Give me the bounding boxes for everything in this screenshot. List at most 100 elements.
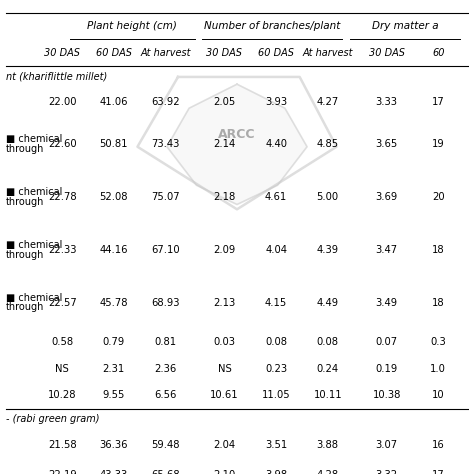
Text: 60 DAS: 60 DAS — [258, 47, 294, 58]
Text: ■ chemical: ■ chemical — [6, 134, 63, 144]
Text: 4.27: 4.27 — [317, 98, 339, 108]
Text: 0.23: 0.23 — [265, 364, 287, 374]
Text: At harvest: At harvest — [302, 47, 353, 58]
Text: 67.10: 67.10 — [151, 245, 180, 255]
Text: 17: 17 — [432, 98, 445, 108]
Text: 2.13: 2.13 — [213, 298, 236, 308]
Text: ■ chemical: ■ chemical — [6, 240, 63, 250]
Text: 22.19: 22.19 — [48, 470, 77, 474]
Text: 36.36: 36.36 — [100, 440, 128, 450]
Text: 22.00: 22.00 — [48, 98, 76, 108]
Text: 3.65: 3.65 — [375, 139, 398, 149]
Text: 6.56: 6.56 — [155, 391, 177, 401]
Text: 9.55: 9.55 — [103, 391, 125, 401]
Text: 3.33: 3.33 — [376, 98, 398, 108]
Text: 22.60: 22.60 — [48, 139, 77, 149]
Text: 3.32: 3.32 — [375, 470, 398, 474]
Text: 4.15: 4.15 — [265, 298, 287, 308]
Text: 2.10: 2.10 — [213, 470, 236, 474]
Text: 45.78: 45.78 — [100, 298, 128, 308]
Text: ■ chemical: ■ chemical — [6, 293, 63, 303]
Text: - (rabi green gram): - (rabi green gram) — [6, 414, 100, 424]
Text: 4.61: 4.61 — [265, 192, 287, 202]
Text: 0.08: 0.08 — [317, 337, 339, 347]
Text: At harvest: At harvest — [140, 47, 191, 58]
Text: 60 DAS: 60 DAS — [96, 47, 132, 58]
Text: nt (khariflittle millet): nt (khariflittle millet) — [6, 72, 108, 82]
Text: 2.05: 2.05 — [213, 98, 236, 108]
Text: 43.33: 43.33 — [100, 470, 128, 474]
Text: NS: NS — [55, 364, 69, 374]
Text: through: through — [6, 302, 45, 312]
Text: 22.78: 22.78 — [48, 192, 77, 202]
Text: 0.24: 0.24 — [317, 364, 339, 374]
Text: 41.06: 41.06 — [100, 98, 128, 108]
Text: 75.07: 75.07 — [151, 192, 180, 202]
Text: 3.98: 3.98 — [265, 470, 287, 474]
Text: ■ chemical: ■ chemical — [6, 187, 63, 197]
Text: 11.05: 11.05 — [262, 391, 291, 401]
Text: 44.16: 44.16 — [100, 245, 128, 255]
Text: 30 DAS: 30 DAS — [369, 47, 405, 58]
Text: 3.88: 3.88 — [317, 440, 339, 450]
Text: 2.18: 2.18 — [213, 192, 236, 202]
Text: 19: 19 — [432, 139, 445, 149]
Text: 63.92: 63.92 — [151, 98, 180, 108]
Text: 2.09: 2.09 — [213, 245, 236, 255]
Text: Plant height (cm): Plant height (cm) — [87, 21, 177, 31]
Text: 3.49: 3.49 — [375, 298, 398, 308]
Text: 10.38: 10.38 — [373, 391, 401, 401]
Text: 0.07: 0.07 — [375, 337, 398, 347]
Text: 59.48: 59.48 — [151, 440, 180, 450]
Text: 68.93: 68.93 — [151, 298, 180, 308]
Text: 2.31: 2.31 — [103, 364, 125, 374]
Text: 0.19: 0.19 — [375, 364, 398, 374]
Text: 73.43: 73.43 — [151, 139, 180, 149]
Polygon shape — [167, 84, 307, 204]
Text: 16: 16 — [432, 440, 445, 450]
Text: 0.58: 0.58 — [51, 337, 73, 347]
Text: 65.68: 65.68 — [151, 470, 180, 474]
Text: 0.79: 0.79 — [103, 337, 125, 347]
Text: 3.47: 3.47 — [375, 245, 398, 255]
Text: 10.11: 10.11 — [313, 391, 342, 401]
Text: 22.57: 22.57 — [48, 298, 77, 308]
Text: 4.49: 4.49 — [317, 298, 339, 308]
Text: 60: 60 — [432, 47, 445, 58]
Text: 3.07: 3.07 — [375, 440, 398, 450]
Text: 3.51: 3.51 — [265, 440, 287, 450]
Text: through: through — [6, 144, 45, 154]
Text: 0.3: 0.3 — [430, 337, 446, 347]
Text: 1.0: 1.0 — [430, 364, 446, 374]
Text: Dry matter a: Dry matter a — [372, 21, 438, 31]
Text: 4.85: 4.85 — [317, 139, 339, 149]
Text: 10: 10 — [432, 391, 445, 401]
Text: 22.33: 22.33 — [48, 245, 76, 255]
Text: 4.39: 4.39 — [317, 245, 339, 255]
Text: 52.08: 52.08 — [100, 192, 128, 202]
Text: through: through — [6, 197, 45, 207]
Text: 2.14: 2.14 — [213, 139, 236, 149]
Text: 20: 20 — [432, 192, 445, 202]
Text: 2.36: 2.36 — [155, 364, 177, 374]
Text: 3.93: 3.93 — [265, 98, 287, 108]
Text: 4.04: 4.04 — [265, 245, 287, 255]
Text: 10.28: 10.28 — [48, 391, 76, 401]
Text: 30 DAS: 30 DAS — [44, 47, 80, 58]
Text: 0.08: 0.08 — [265, 337, 287, 347]
Text: Number of branches/plant: Number of branches/plant — [204, 21, 341, 31]
Text: 4.40: 4.40 — [265, 139, 287, 149]
Text: 50.81: 50.81 — [100, 139, 128, 149]
Text: NS: NS — [218, 364, 231, 374]
Text: 30 DAS: 30 DAS — [207, 47, 243, 58]
Text: 17: 17 — [432, 470, 445, 474]
Text: 10.61: 10.61 — [210, 391, 239, 401]
Text: 18: 18 — [432, 298, 445, 308]
Text: 21.58: 21.58 — [48, 440, 77, 450]
Text: ARCC: ARCC — [218, 128, 256, 141]
Text: 0.81: 0.81 — [155, 337, 176, 347]
Text: 18: 18 — [432, 245, 445, 255]
Text: 0.03: 0.03 — [213, 337, 236, 347]
Text: through: through — [6, 249, 45, 260]
Text: 4.28: 4.28 — [317, 470, 339, 474]
